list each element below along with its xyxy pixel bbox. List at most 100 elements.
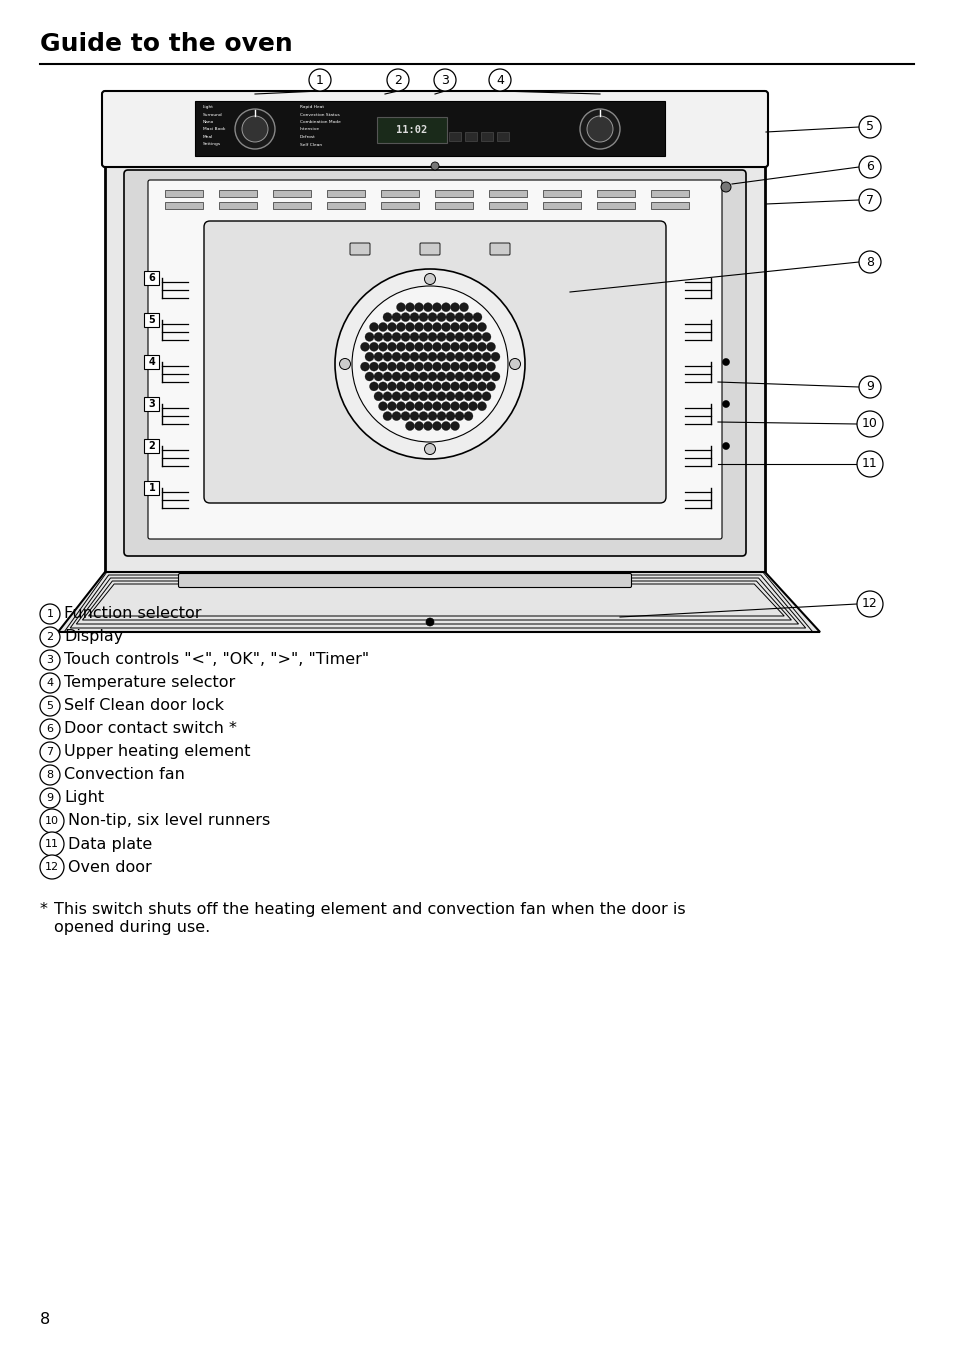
FancyBboxPatch shape <box>194 101 664 155</box>
Text: 9: 9 <box>865 380 873 393</box>
Text: Meal: Meal <box>203 135 213 139</box>
Circle shape <box>387 362 396 370</box>
Circle shape <box>396 402 405 411</box>
FancyBboxPatch shape <box>219 191 256 197</box>
Circle shape <box>477 342 486 352</box>
Circle shape <box>374 333 382 342</box>
Circle shape <box>365 353 374 361</box>
Circle shape <box>473 333 481 342</box>
Circle shape <box>405 323 414 331</box>
Circle shape <box>477 323 486 331</box>
Circle shape <box>396 323 405 331</box>
Text: Settings: Settings <box>203 142 221 146</box>
Circle shape <box>426 618 434 626</box>
Circle shape <box>400 372 410 381</box>
Text: 6: 6 <box>149 273 155 283</box>
Circle shape <box>455 372 463 381</box>
Text: 2: 2 <box>149 441 155 452</box>
Circle shape <box>450 342 459 352</box>
FancyBboxPatch shape <box>273 191 311 197</box>
Circle shape <box>858 376 880 397</box>
Text: 5: 5 <box>47 700 53 711</box>
Text: Temperature selector: Temperature selector <box>64 676 235 691</box>
Circle shape <box>468 342 477 352</box>
Circle shape <box>374 392 382 400</box>
FancyBboxPatch shape <box>650 191 688 197</box>
Circle shape <box>579 110 619 149</box>
Circle shape <box>446 372 455 381</box>
Circle shape <box>387 402 396 411</box>
Text: Intensive: Intensive <box>299 127 320 131</box>
Circle shape <box>369 362 378 370</box>
Circle shape <box>396 362 405 370</box>
Circle shape <box>436 333 446 342</box>
Circle shape <box>40 854 64 879</box>
Circle shape <box>450 323 459 331</box>
Circle shape <box>40 742 60 763</box>
Circle shape <box>450 362 459 370</box>
Circle shape <box>446 333 455 342</box>
Circle shape <box>468 402 477 411</box>
FancyBboxPatch shape <box>490 243 510 256</box>
Circle shape <box>423 342 432 352</box>
Circle shape <box>459 362 468 370</box>
Circle shape <box>410 372 418 381</box>
Circle shape <box>455 353 463 361</box>
Circle shape <box>423 402 432 411</box>
Text: Door contact switch *: Door contact switch * <box>64 722 236 737</box>
FancyBboxPatch shape <box>165 191 203 197</box>
Text: 5: 5 <box>865 120 873 134</box>
Text: 10: 10 <box>862 418 877 430</box>
Circle shape <box>410 392 418 400</box>
Circle shape <box>428 411 436 420</box>
Text: 8: 8 <box>865 256 873 269</box>
Circle shape <box>441 422 450 430</box>
FancyBboxPatch shape <box>542 191 580 197</box>
Text: Combination Mode: Combination Mode <box>299 120 340 124</box>
FancyBboxPatch shape <box>144 356 159 369</box>
FancyBboxPatch shape <box>489 201 526 210</box>
Text: 10: 10 <box>45 817 59 826</box>
Circle shape <box>432 303 441 312</box>
Circle shape <box>40 831 64 856</box>
Circle shape <box>369 323 378 331</box>
FancyBboxPatch shape <box>178 573 631 588</box>
Text: 4: 4 <box>496 73 503 87</box>
Circle shape <box>486 362 495 370</box>
Circle shape <box>441 402 450 411</box>
Circle shape <box>405 402 414 411</box>
Circle shape <box>418 312 428 322</box>
Circle shape <box>360 342 369 352</box>
Circle shape <box>441 323 450 331</box>
Circle shape <box>400 333 410 342</box>
Text: 4: 4 <box>149 357 155 366</box>
Circle shape <box>856 591 882 617</box>
Circle shape <box>352 287 507 442</box>
Circle shape <box>441 381 450 391</box>
Text: 1: 1 <box>315 73 324 87</box>
Circle shape <box>405 422 414 430</box>
Circle shape <box>432 422 441 430</box>
Circle shape <box>424 443 435 454</box>
Circle shape <box>856 411 882 437</box>
Circle shape <box>423 323 432 331</box>
Circle shape <box>477 362 486 370</box>
Text: 6: 6 <box>865 161 873 173</box>
Circle shape <box>446 392 455 400</box>
Circle shape <box>428 333 436 342</box>
Circle shape <box>858 251 880 273</box>
Text: 7: 7 <box>47 748 53 757</box>
Text: Data plate: Data plate <box>68 837 152 852</box>
Circle shape <box>378 402 387 411</box>
Text: 11:02: 11:02 <box>395 124 427 135</box>
Text: opened during use.: opened during use. <box>54 919 210 936</box>
Circle shape <box>414 381 423 391</box>
Circle shape <box>720 183 730 192</box>
FancyBboxPatch shape <box>350 243 370 256</box>
Text: 2: 2 <box>394 73 401 87</box>
Circle shape <box>434 69 456 91</box>
Circle shape <box>382 372 392 381</box>
Circle shape <box>455 411 463 420</box>
Circle shape <box>40 788 60 808</box>
FancyBboxPatch shape <box>144 314 159 327</box>
